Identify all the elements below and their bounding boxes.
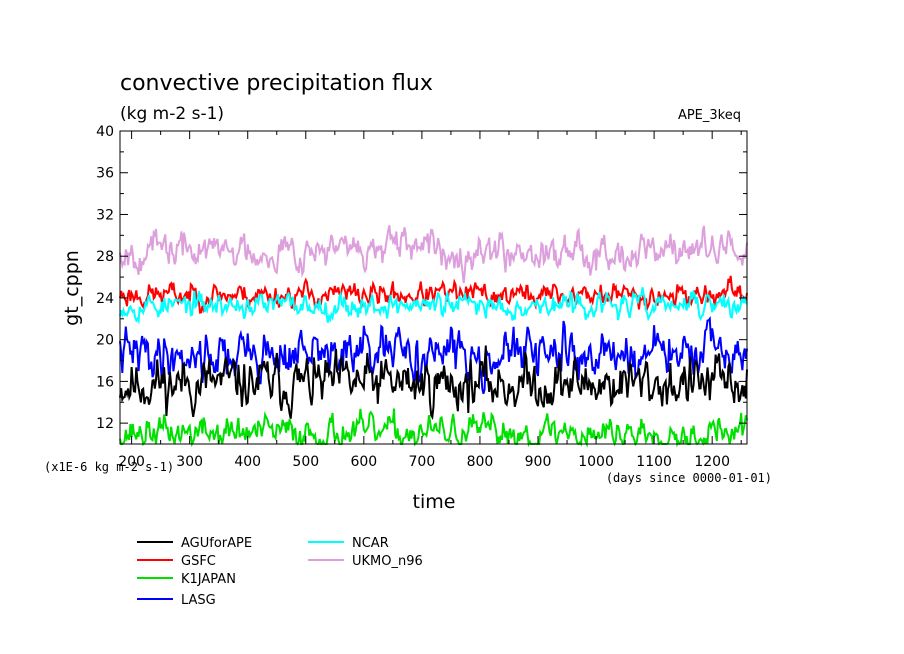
y-tick-label: 36: [96, 166, 114, 182]
series-line-UKMO_n96: [119, 225, 748, 284]
x-tick-label: 400: [234, 454, 261, 470]
chart-units: (kg m-2 s-1): [120, 104, 224, 124]
series-line-LASG: [119, 315, 748, 394]
y-tick-label: 16: [96, 374, 114, 390]
legend-label: AGUforAPE: [181, 536, 252, 551]
series-line-AGUforAPE: [119, 345, 748, 420]
x-tick-label: 300: [176, 454, 203, 470]
x-tick-label: 1200: [694, 454, 730, 470]
series-line-K1JAPAN: [119, 408, 748, 448]
plot-frame: [119, 130, 748, 445]
x-tick-label: 200: [118, 454, 145, 470]
plot-lines: [119, 225, 748, 448]
x-tick-label: 1000: [578, 454, 614, 470]
x-tick-label: 600: [350, 454, 377, 470]
legend-label: UKMO_n96: [352, 554, 423, 569]
x-tick-label: 1100: [636, 454, 672, 470]
y-scale-note: (x1E-6 kg m-2 s-1): [44, 460, 174, 474]
y-tick-label: 24: [96, 291, 114, 307]
x-tick-label: 700: [409, 454, 436, 470]
x-tick-label: 800: [467, 454, 494, 470]
legend-label: LASG: [181, 593, 216, 608]
legend-label: K1JAPAN: [181, 572, 236, 587]
legend-label: GSFC: [181, 554, 216, 569]
y-tick-label: 40: [96, 124, 114, 140]
chart-title: convective precipitation flux: [120, 71, 433, 96]
series-line-NCAR: [119, 287, 748, 325]
x-units-note: (days since 0000-01-01): [606, 471, 772, 485]
x-axis-label: time: [413, 491, 456, 513]
y-tick-label: 12: [96, 416, 114, 432]
y-tick-label: 32: [96, 207, 114, 223]
y-axis-label: gt_cppn: [61, 250, 83, 326]
legend: AGUforAPE GSFC K1JAPAN LASG NCAR UKMO_n96: [137, 536, 423, 608]
y-tick-label: 20: [96, 333, 114, 349]
y-axis: 12 16 20 24 28 32 36 40: [96, 124, 747, 445]
x-axis: 200 300 400 500 600 700 800 900 1000 1100 1200: [118, 131, 742, 470]
x-tick-label: 900: [525, 454, 552, 470]
y-tick-label: 28: [96, 249, 114, 265]
x-tick-label: 500: [292, 454, 319, 470]
legend-label: NCAR: [352, 536, 389, 551]
experiment-label: APE_3keq: [678, 108, 741, 123]
